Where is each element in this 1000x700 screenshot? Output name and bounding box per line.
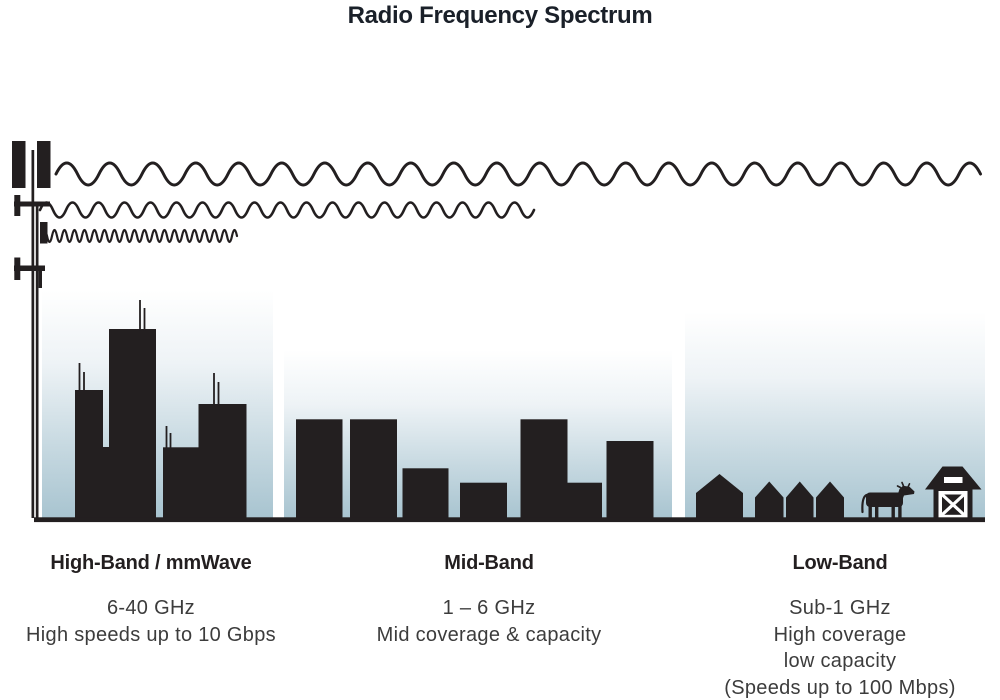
band-detail-line: High speeds up to 10 Gbps: [26, 623, 276, 646]
cow-leg: [891, 504, 895, 518]
band-detail-line: low capacity: [783, 650, 897, 673]
band-label-low: Low-Band Sub-1 GHz High coverage low cap…: [687, 552, 993, 700]
city-building: [109, 329, 156, 519]
band-detail-line: 6-40 GHz: [107, 597, 195, 619]
tower-crossarm: [14, 201, 50, 207]
mid-band-wave: [38, 201, 536, 219]
band-heading: Mid-Band: [444, 552, 534, 574]
city-skyline: [75, 300, 247, 519]
tower-side-antenna: [14, 195, 21, 216]
band-detail-line: (Speeds up to 100 Mbps): [724, 676, 956, 699]
low-band-wave: [54, 161, 982, 187]
band-heading: High-Band / mmWave: [50, 552, 252, 574]
cow-leg: [875, 504, 879, 518]
town-building: [402, 468, 449, 519]
tower-mast: [35, 202, 39, 518]
town-building: [296, 419, 343, 519]
cow-body: [866, 492, 903, 507]
radio-waves: [38, 161, 982, 244]
tower-mast: [31, 150, 35, 518]
city-building: [75, 390, 103, 519]
barn-door-cross: [940, 493, 966, 516]
cow-leg: [898, 504, 902, 518]
town-building: [520, 419, 568, 519]
barn-icon: [925, 466, 982, 518]
ground-line: [34, 517, 985, 523]
tower-antenna-panel: [37, 141, 51, 188]
town-building: [567, 482, 602, 519]
house-icon: [696, 474, 743, 519]
town-building: [606, 441, 654, 519]
tower-mid-antenna: [40, 222, 48, 244]
band-label-high: High-Band / mmWave 6-40 GHz High speeds …: [5, 552, 297, 648]
cell-tower-icon: [12, 141, 51, 518]
cow-horns: [896, 481, 911, 489]
band-label-mid: Mid-Band 1 – 6 GHz Mid coverage & capaci…: [346, 552, 632, 648]
tower-antenna-panel: [12, 141, 26, 188]
tower-crossarm: [14, 265, 45, 271]
ground-baseline: [34, 517, 985, 523]
band-detail-line: Mid coverage & capacity: [376, 623, 602, 646]
barn-vent: [944, 477, 963, 483]
cow-icon: [861, 481, 915, 518]
house-icon: [755, 481, 784, 519]
band-heading: Low-Band: [792, 552, 888, 574]
band-detail-line: High coverage: [773, 623, 907, 646]
city-building: [163, 447, 199, 519]
cow-leg: [868, 504, 872, 518]
cow-tail: [861, 493, 868, 514]
town-building: [350, 419, 397, 519]
page-title: Radio Frequency Spectrum: [347, 2, 653, 29]
town-building: [460, 482, 507, 519]
city-building: [198, 404, 247, 519]
cow-head: [896, 485, 915, 502]
rural-houses: [696, 474, 844, 519]
tower-mast-stub: [38, 271, 42, 288]
house-icon: [816, 481, 844, 519]
house-icon: [786, 481, 814, 519]
city-building: [103, 447, 109, 519]
band-detail-line: 1 – 6 GHz: [442, 597, 536, 619]
band-detail-line: Sub-1 GHz: [789, 597, 891, 619]
high-band-wave: [40, 228, 239, 244]
town-buildings: [296, 419, 654, 519]
tower-side-antenna: [14, 257, 21, 280]
